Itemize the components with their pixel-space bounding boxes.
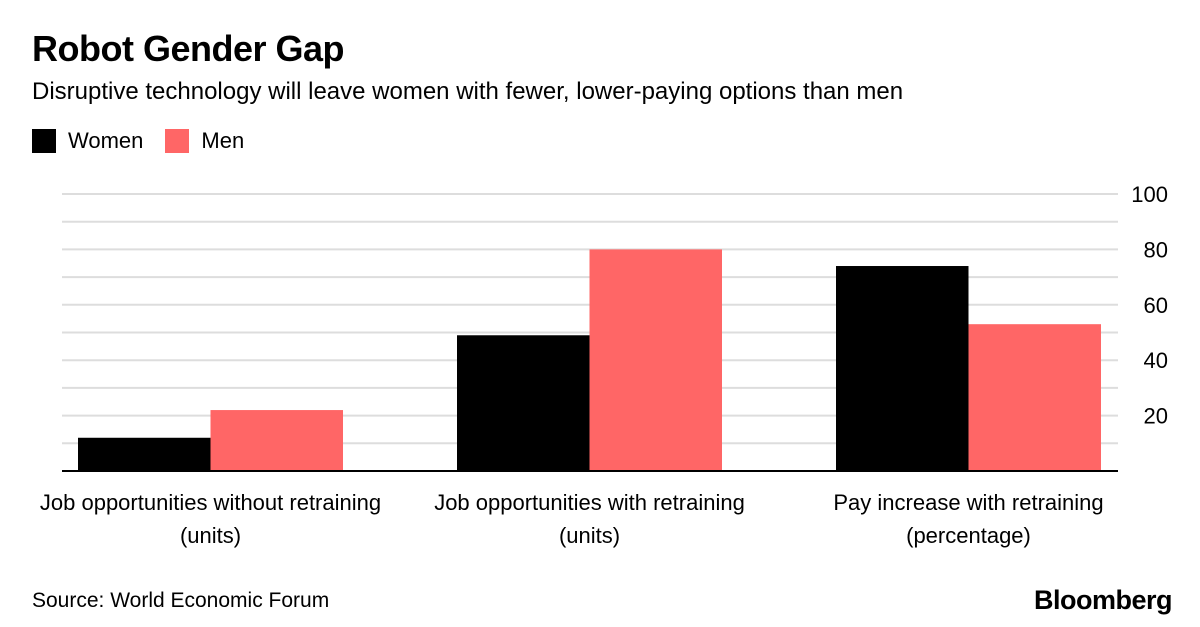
- legend-swatch-men: [165, 129, 190, 153]
- x-category-label: Pay increase with retraining: [833, 490, 1103, 515]
- y-tick-label: 20: [1144, 404, 1168, 429]
- y-tick-label: 40: [1144, 348, 1168, 373]
- bar-women-1: [78, 437, 211, 471]
- source-note: Source: World Economic Forum: [32, 589, 330, 612]
- bar-women-2: [457, 335, 590, 471]
- legend-label-women: Women: [68, 128, 144, 153]
- bar-men-3: [968, 324, 1101, 471]
- bar-men-2: [589, 249, 722, 471]
- x-category-label: (units): [559, 523, 620, 548]
- chart-title: Robot Gender Gap: [32, 28, 345, 69]
- legend-item-women: Women: [32, 128, 143, 154]
- x-category-label: Job opportunities with retraining: [434, 490, 745, 515]
- x-category-label: (units): [180, 523, 241, 548]
- legend-item-men: Men: [165, 128, 244, 154]
- x-category-label: (percentage): [906, 523, 1031, 548]
- chart-subtitle: Disruptive technology will leave women w…: [32, 78, 904, 105]
- legend-swatch-women: [32, 129, 56, 153]
- y-tick-label: 100: [1131, 182, 1168, 207]
- legend-label-men: Men: [201, 128, 245, 153]
- y-tick-label: 80: [1144, 237, 1168, 262]
- bar-men-1: [210, 410, 343, 471]
- bar-women-3: [836, 266, 969, 471]
- bloomberg-logo: Bloomberg: [1033, 585, 1173, 615]
- x-category-label: Job opportunities without retraining: [40, 490, 381, 515]
- legend: Women Men: [32, 128, 266, 154]
- y-tick-label: 60: [1144, 293, 1168, 318]
